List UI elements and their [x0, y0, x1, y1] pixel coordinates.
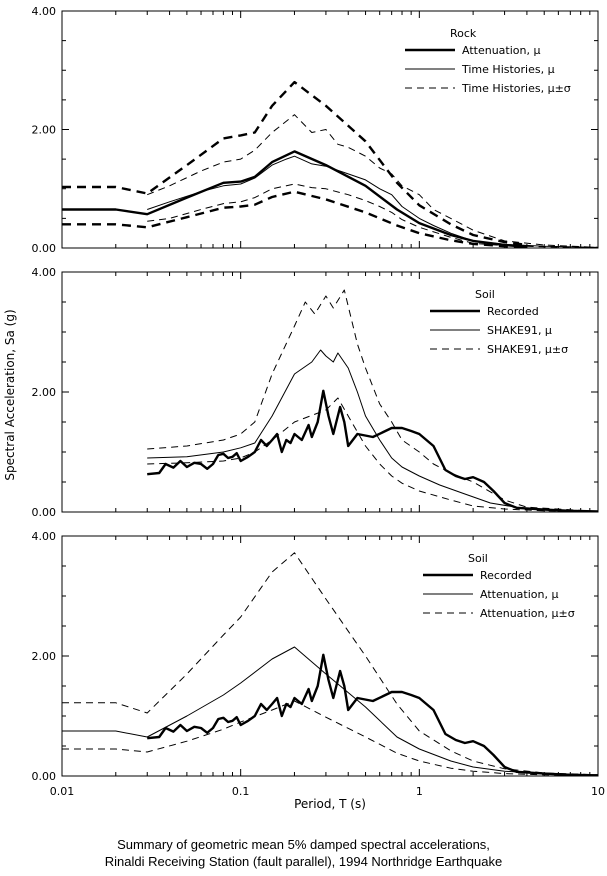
series-line-time-histories-	[147, 183, 598, 248]
y-tick-label: 4.00	[32, 5, 57, 18]
series-line-shake91-	[147, 397, 598, 512]
y-tick-label: 4.00	[32, 530, 57, 543]
legend: Soil Recorded SHAKE91, μ SHAKE91, μ±σ	[430, 288, 568, 356]
panel-2: 0.00 2.00 4.00 Soil Recorded SHAKE91, μ SHAKE9…	[32, 266, 599, 519]
series-line-shake91-	[147, 289, 598, 512]
legend-label: SHAKE91, μ±σ	[487, 343, 568, 356]
y-axis-title-text: Spectral Acceleration, Sa (g)	[3, 309, 17, 480]
legend-label: SHAKE91, μ	[487, 324, 552, 337]
series-line-time-histories-	[147, 114, 598, 248]
series-line-shake91-	[147, 349, 598, 512]
series-line-attenuation-	[62, 700, 598, 776]
y-tick-label: 4.00	[32, 266, 57, 279]
x-tick-label: 0.01	[50, 785, 75, 798]
series-line-recorded	[147, 389, 598, 512]
series-line-attenuation-	[62, 190, 527, 248]
legend-label: Recorded	[480, 569, 532, 582]
caption-line-1: Summary of geometric mean 5% damped spec…	[117, 837, 490, 852]
series-line-attenuation-	[62, 646, 598, 776]
series-line-time-histories-	[147, 155, 598, 248]
caption-line-2: Rinaldi Receiving Station (fault paralle…	[104, 854, 503, 869]
y-axis-title: Spectral Acceleration, Sa (g)	[3, 309, 17, 480]
legend-label: Attenuation, μ±σ	[480, 607, 575, 620]
panel-1: 0.00 2.00 4.00 Rock Attenuation, μ Time Histo…	[32, 5, 599, 255]
y-tick-label: 2.00	[32, 124, 57, 137]
legend-title: Soil	[475, 288, 495, 301]
y-tick-label: 2.00	[32, 650, 57, 663]
legend-title: Rock	[450, 27, 477, 40]
legend: Rock Attenuation, μ Time Histories, μ Time …	[405, 27, 571, 95]
legend: Soil Recorded Attenuation, μ Attenuation, μ…	[423, 552, 575, 620]
y-tick-label: 0.00	[32, 770, 57, 783]
y-tick-label: 0.00	[32, 506, 57, 519]
series-line-attenuation-	[62, 80, 528, 247]
legend-label: Attenuation, μ	[462, 44, 540, 57]
legend-title: Soil	[468, 552, 488, 565]
panel-3: 0.00 2.00 4.00 0.01 0.1 1 10 Soil Recorded Attenu…	[32, 530, 606, 798]
series-line-attenuation-	[62, 150, 527, 248]
y-tick-label: 0.00	[32, 242, 57, 255]
legend-label: Recorded	[487, 305, 539, 318]
series-line-recorded	[147, 653, 598, 776]
y-tick-label: 2.00	[32, 386, 57, 399]
legend-label: Attenuation, μ	[480, 588, 558, 601]
x-tick-label: 10	[591, 785, 605, 798]
series-line-attenuation-	[62, 552, 598, 776]
x-axis-title: Period, T (s)	[294, 797, 366, 811]
figure-caption: Summary of geometric mean 5% damped spec…	[0, 836, 607, 870]
x-tick-label: 0.1	[232, 785, 250, 798]
x-tick-label: 1	[416, 785, 423, 798]
legend-label: Time Histories, μ	[461, 63, 555, 76]
legend-label: Time Histories, μ±σ	[461, 82, 571, 95]
